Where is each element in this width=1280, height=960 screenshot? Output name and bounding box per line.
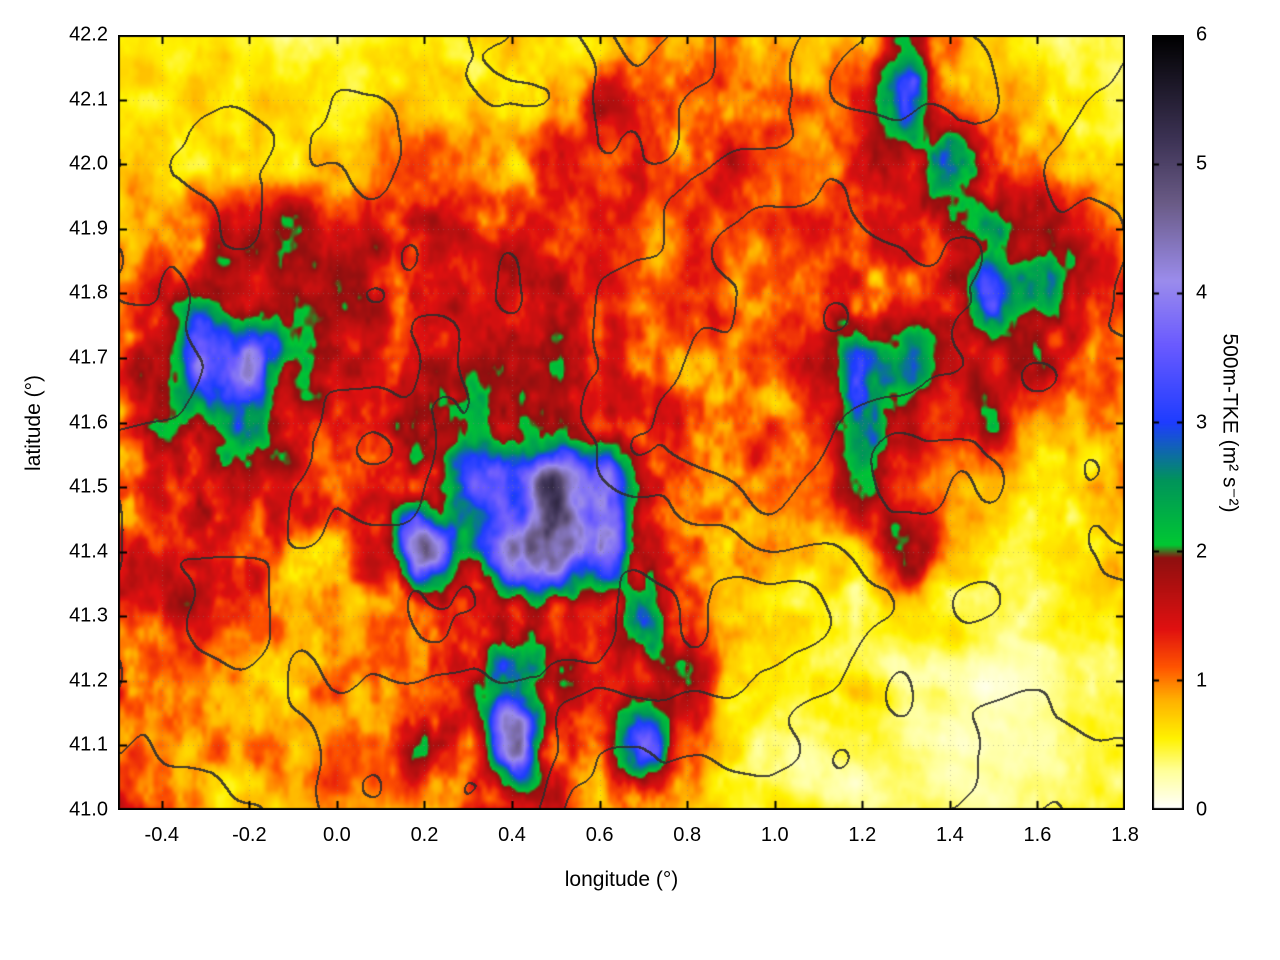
x-axis-label: longitude (°) xyxy=(564,868,679,891)
y-tick-label: 41.9 xyxy=(69,217,108,240)
x-tick-label: 0.0 xyxy=(323,824,351,846)
y-tick-label: 41.5 xyxy=(69,475,108,498)
y-tick-label: 41.2 xyxy=(69,669,108,692)
colorbar-label: 500m-TKE (m² s⁻²) xyxy=(1218,332,1242,513)
colorbar-tick-label: 4 xyxy=(1196,281,1208,304)
x-tick-label: 1.0 xyxy=(760,824,789,846)
colorbar-tick-label: 5 xyxy=(1196,152,1208,175)
colorbar-tick-label: 0 xyxy=(1196,798,1208,821)
y-tick-label: 41.6 xyxy=(69,411,108,433)
y-tick-label: 41.8 xyxy=(69,281,108,304)
colorbar xyxy=(1152,35,1184,810)
x-tick-label: 0.8 xyxy=(673,824,702,846)
x-tick-label: 1.4 xyxy=(935,824,964,846)
y-tick-label: 42.0 xyxy=(69,152,108,175)
x-tick-label: 1.2 xyxy=(848,824,877,846)
x-tick-label: -0.2 xyxy=(232,824,267,846)
colorbar-tick-label: 3 xyxy=(1196,411,1208,433)
y-tick-label: 41.3 xyxy=(69,604,108,627)
y-tick-label: 41.0 xyxy=(69,798,108,821)
y-tick-label: 42.1 xyxy=(69,88,108,111)
contour-overlay-canvas xyxy=(118,35,1125,810)
colorbar-tick-label: 2 xyxy=(1196,540,1208,563)
y-tick-label: 41.1 xyxy=(69,733,108,756)
y-tick-label: 41.7 xyxy=(69,346,108,369)
x-tick-label: -0.4 xyxy=(144,824,180,846)
y-tick-label: 41.4 xyxy=(69,540,108,563)
x-tick-label: 1.6 xyxy=(1023,824,1052,846)
x-tick-label: 0.6 xyxy=(585,824,614,846)
y-axis-label: latitude (°) xyxy=(22,374,45,471)
colorbar-tick-label: 6 xyxy=(1196,23,1208,46)
x-tick-label: 1.8 xyxy=(1111,824,1139,846)
colorbar-tick-label: 1 xyxy=(1196,669,1208,692)
y-tick-label: 42.2 xyxy=(69,23,108,46)
x-tick-label: 0.4 xyxy=(498,824,526,846)
x-tick-label: 0.2 xyxy=(410,824,439,846)
